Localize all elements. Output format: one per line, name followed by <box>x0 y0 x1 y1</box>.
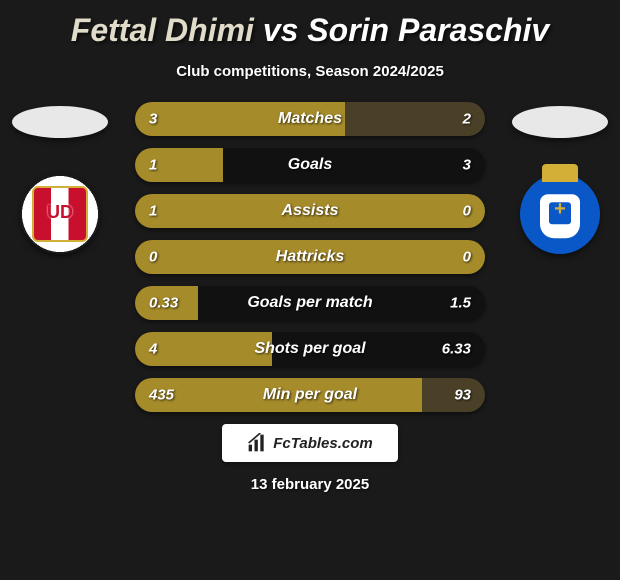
stat-value-right: 93 <box>454 387 471 404</box>
stat-value-left: 4 <box>149 341 157 358</box>
stat-row: 0 0 Hattricks <box>135 240 485 274</box>
stat-value-left: 1 <box>149 203 157 220</box>
player2-name: Sorin Paraschiv <box>307 12 549 48</box>
fctables-label: FcTables.com <box>273 435 372 452</box>
stat-label: Hattricks <box>276 248 344 266</box>
subtitle: Club competitions, Season 2024/2025 <box>0 63 620 80</box>
stat-label: Min per goal <box>263 386 357 404</box>
stat-row: 1 3 Goals <box>135 148 485 182</box>
player2-photo-placeholder <box>512 106 608 138</box>
player1-photo-placeholder <box>12 106 108 138</box>
comparison-stage: UD 32Matches13Goals10Assists00Hattricks0… <box>0 102 620 412</box>
stat-row: 435 93 Min per goal <box>135 378 485 412</box>
date-label: 13 february 2025 <box>0 476 620 493</box>
club-badge-oviedo <box>520 174 600 254</box>
fctables-logo[interactable]: FcTables.com <box>222 424 398 462</box>
stat-value-right: 3 <box>463 157 471 174</box>
stat-row: 4 6.33 Shots per goal <box>135 332 485 366</box>
stat-value-right: 0 <box>463 203 471 220</box>
stat-value-right: 6.33 <box>442 341 471 358</box>
stat-value-right: 0 <box>463 249 471 266</box>
stat-value-left: 1 <box>149 157 157 174</box>
stat-value-left: 0 <box>149 249 157 266</box>
club-badge-almeria: UD <box>20 174 100 254</box>
page-title: Fettal Dhimi vs Sorin Paraschiv <box>0 0 620 49</box>
stat-value-right: 1.5 <box>450 295 471 312</box>
stat-label: Assists <box>282 202 339 220</box>
chart-bars-icon <box>247 433 267 453</box>
stat-label: Shots per goal <box>254 340 365 358</box>
oviedo-crest-icon <box>520 174 600 254</box>
stat-row: 0.33 1.5 Goals per match <box>135 286 485 320</box>
stat-row: 3 2 Matches <box>135 102 485 136</box>
almeria-ud-text: UD <box>47 202 73 223</box>
stat-value-left: 0.33 <box>149 295 178 312</box>
bar-right <box>223 148 486 182</box>
player1-name: Fettal Dhimi <box>71 12 254 48</box>
stat-label: Goals per match <box>247 294 372 312</box>
stat-row: 1 0 Assists <box>135 194 485 228</box>
stat-value-left: 435 <box>149 387 174 404</box>
stat-label: Matches <box>278 110 342 128</box>
stat-value-right: 2 <box>463 111 471 128</box>
almeria-crest-icon: UD <box>20 174 100 254</box>
stat-rows: 3 2 Matches 1 3 Goals 1 0 Assists 0 0 Hattricks 0.33… <box>135 102 485 412</box>
oviedo-crown-icon <box>542 164 578 182</box>
oviedo-shield-icon <box>540 194 580 238</box>
vs-label: vs <box>263 12 299 48</box>
stat-label: Goals <box>288 156 332 174</box>
stat-value-left: 3 <box>149 111 157 128</box>
